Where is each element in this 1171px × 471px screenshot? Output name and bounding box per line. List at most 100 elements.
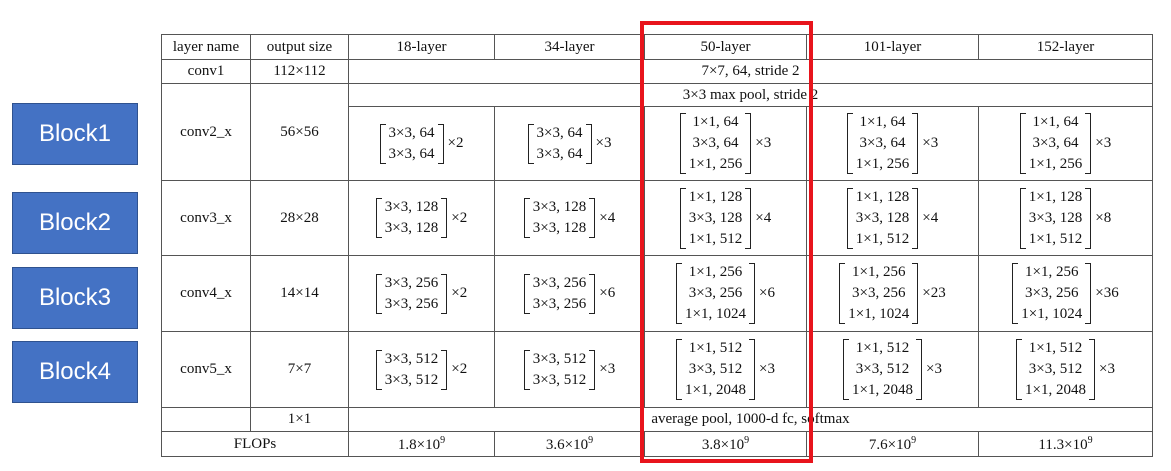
conv-cell: 1×1, 128 3×3, 128 1×1, 512 ×4 xyxy=(806,180,979,256)
matrix-body: 1×1, 64 3×3, 64 1×1, 256 xyxy=(846,112,919,175)
pool-row: conv2_x 56×56 3×3 max pool, stride 2 xyxy=(161,83,1153,181)
block-matrix: 1×1, 64 3×3, 64 1×1, 256 ×3 xyxy=(679,112,772,175)
matrix-line: 3×3, 128 xyxy=(855,209,910,226)
block1-button[interactable]: Block1 xyxy=(12,103,138,165)
conv-cell: 3×3, 128 3×3, 128 ×4 xyxy=(494,180,645,256)
conv-cell: 1×1, 512 3×3, 512 1×1, 2048 ×3 xyxy=(978,331,1153,408)
matrix-line: 3×3, 64 xyxy=(536,124,583,141)
matrix-body: 3×3, 256 3×3, 256 xyxy=(523,273,596,315)
repeat-multiplier: ×2 xyxy=(451,285,468,301)
matrix-line: 1×1, 256 xyxy=(688,264,743,280)
block4-button[interactable]: Block4 xyxy=(12,341,138,403)
matrix-line: 3×3, 64 xyxy=(859,135,906,151)
conv4-row: conv4_x 14×14 3×3, 256 3×3, 256 ×2 3×3, 256… xyxy=(161,255,1153,332)
matrix-line: 3×3, 512 xyxy=(1028,361,1083,377)
header-50-layer: 50-layer xyxy=(644,34,807,60)
matrix-line: 1×1, 2048 xyxy=(685,382,746,398)
matrix-body: 3×3, 64 3×3, 64 xyxy=(527,123,592,165)
matrix-body: 1×1, 512 3×3, 512 1×1, 2048 xyxy=(676,338,755,401)
matrix-line: 3×3, 128 xyxy=(1028,209,1083,226)
block-matrix: 1×1, 512 3×3, 512 1×1, 2048 ×3 xyxy=(676,338,775,401)
flops-exponent: 9 xyxy=(588,434,594,446)
repeat-multiplier: ×3 xyxy=(599,361,616,377)
flops-exponent: 9 xyxy=(744,434,750,446)
matrix-line: 3×3, 512 xyxy=(532,350,587,367)
matrix-line: 1×1, 512 xyxy=(1028,230,1083,247)
conv-cell: 3×3, 64 3×3, 64 ×3 xyxy=(494,106,645,181)
repeat-multiplier: ×3 xyxy=(926,361,942,377)
matrix-line: 1×1, 256 xyxy=(855,156,910,172)
block-matrix: 1×1, 128 3×3, 128 1×1, 512 ×4 xyxy=(679,187,772,250)
matrix-line: 1×1, 256 xyxy=(688,156,743,172)
matrix-line: 1×1, 1024 xyxy=(685,306,746,322)
flops-base: 7.6×10 xyxy=(868,436,912,453)
conv-cell: 1×1, 256 3×3, 256 1×1, 1024 ×23 xyxy=(806,255,979,332)
matrix-line: 1×1, 512 xyxy=(688,340,743,356)
matrix-line: 3×3, 128 xyxy=(384,199,439,215)
repeat-multiplier: ×4 xyxy=(755,209,772,226)
final-spec: average pool, 1000-d fc, softmax xyxy=(348,407,1153,432)
conv3-row: conv3_x 28×28 3×3, 128 3×3, 128 ×2 3×3, 128… xyxy=(161,180,1153,256)
matrix-body: 1×1, 512 3×3, 512 1×1, 2048 xyxy=(843,338,922,401)
repeat-multiplier: ×8 xyxy=(1095,209,1112,226)
matrix-body: 1×1, 256 3×3, 256 1×1, 1024 xyxy=(839,262,919,325)
repeat-multiplier: ×3 xyxy=(1099,361,1115,377)
matrix-body: 1×1, 256 3×3, 256 1×1, 1024 xyxy=(1012,262,1092,325)
block-matrix: 3×3, 256 3×3, 256 ×2 xyxy=(375,273,468,315)
final-row: 1×1 average pool, 1000-d fc, softmax xyxy=(161,407,1153,432)
matrix-line: 3×3, 256 xyxy=(532,295,587,312)
matrix-line: 1×1, 2048 xyxy=(1025,382,1086,398)
matrix-body: 1×1, 256 3×3, 256 1×1, 1024 xyxy=(676,262,755,325)
block-matrix: 1×1, 512 3×3, 512 1×1, 2048 ×3 xyxy=(843,338,942,401)
matrix-body: 3×3, 512 3×3, 512 xyxy=(375,349,448,391)
conv-cell: 1×1, 64 3×3, 64 1×1, 256 ×3 xyxy=(806,106,979,181)
flops-value: 3.6×109 xyxy=(494,431,645,457)
conv2-size: 56×56 xyxy=(250,83,349,181)
matrix-body: 1×1, 128 3×3, 128 1×1, 512 xyxy=(846,187,919,250)
block-matrix: 3×3, 128 3×3, 128 ×2 xyxy=(375,197,467,239)
matrix-line: 1×1, 1024 xyxy=(1021,306,1083,322)
header-34-layer: 34-layer xyxy=(494,34,645,60)
matrix-line: 3×3, 512 xyxy=(855,361,910,377)
block3-button[interactable]: Block3 xyxy=(12,267,138,329)
repeat-multiplier: ×3 xyxy=(759,361,775,377)
matrix-line: 1×1, 128 xyxy=(688,188,743,205)
conv2-name: conv2_x xyxy=(161,83,251,181)
matrix-body: 1×1, 64 3×3, 64 1×1, 256 xyxy=(1019,112,1092,175)
block-matrix: 3×3, 128 3×3, 128 ×4 xyxy=(523,197,615,239)
matrix-line: 3×3, 256 xyxy=(852,285,906,301)
matrix-line: 1×1, 128 xyxy=(855,188,910,205)
matrix-body: 1×1, 128 3×3, 128 1×1, 512 xyxy=(1019,187,1092,250)
flops-base: 1.8×10 xyxy=(397,436,441,453)
block-matrix: 3×3, 256 3×3, 256 ×6 xyxy=(523,273,616,315)
block-matrix: 1×1, 256 3×3, 256 1×1, 1024 ×23 xyxy=(839,262,946,325)
header-output-size: output size xyxy=(250,34,349,60)
flops-value: 3.8×109 xyxy=(644,431,807,457)
repeat-multiplier: ×6 xyxy=(599,285,616,301)
conv5-size: 7×7 xyxy=(250,331,349,408)
block2-button[interactable]: Block2 xyxy=(12,192,138,254)
matrix-line: 3×3, 256 xyxy=(688,285,743,301)
repeat-multiplier: ×3 xyxy=(755,135,772,151)
matrix-line: 1×1, 1024 xyxy=(848,306,910,322)
matrix-line: 3×3, 64 xyxy=(388,124,435,141)
matrix-body: 3×3, 512 3×3, 512 xyxy=(523,349,596,391)
conv-cell: 1×1, 256 3×3, 256 1×1, 1024 ×6 xyxy=(644,255,807,332)
flops-value: 7.6×109 xyxy=(806,431,979,457)
block-matrix: 1×1, 128 3×3, 128 1×1, 512 ×4 xyxy=(846,187,938,250)
repeat-multiplier: ×36 xyxy=(1095,285,1119,301)
repeat-multiplier: ×3 xyxy=(595,135,612,151)
matrix-body: 3×3, 128 3×3, 128 xyxy=(523,197,596,239)
conv-cell: 1×1, 512 3×3, 512 1×1, 2048 ×3 xyxy=(644,331,807,408)
conv-cell: 3×3, 512 3×3, 512 ×3 xyxy=(494,331,645,408)
repeat-multiplier: ×3 xyxy=(1095,135,1112,151)
matrix-body: 1×1, 128 3×3, 128 1×1, 512 xyxy=(679,187,752,250)
final-name xyxy=(161,407,251,432)
matrix-line: 3×3, 256 xyxy=(1025,285,1079,301)
conv-cell: 3×3, 128 3×3, 128 ×2 xyxy=(348,180,495,256)
block-matrix: 1×1, 128 3×3, 128 1×1, 512 ×8 xyxy=(1019,187,1112,250)
conv-cell: 1×1, 256 3×3, 256 1×1, 1024 ×36 xyxy=(978,255,1153,332)
header-152-layer: 152-layer xyxy=(978,34,1153,60)
block-matrix: 1×1, 256 3×3, 256 1×1, 1024 ×36 xyxy=(1012,262,1119,325)
conv1-size: 112×112 xyxy=(250,59,349,84)
